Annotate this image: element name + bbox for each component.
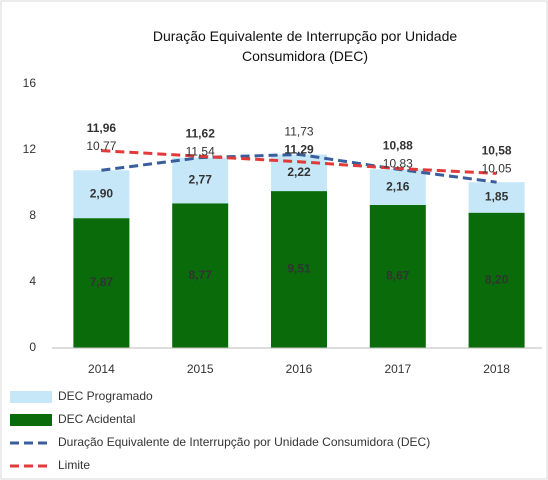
- data-label: 2,16: [386, 179, 410, 193]
- data-label: 8,67: [386, 269, 410, 283]
- bar-segment: [73, 218, 130, 348]
- legend-label: DEC Programado: [58, 389, 153, 403]
- bar-segment: [271, 191, 327, 348]
- data-label: 11,62: [186, 126, 216, 140]
- data-label: 10,83: [383, 157, 413, 171]
- data-label: 2,90: [90, 186, 114, 200]
- x-tick-label: 2014: [88, 362, 115, 376]
- legend-swatch: [10, 414, 52, 426]
- data-label: 11,96: [87, 121, 117, 135]
- data-label: 9,51: [287, 262, 311, 276]
- y-tick-label: 4: [29, 274, 36, 288]
- x-tick-label: 2018: [483, 362, 510, 376]
- data-label: 7,87: [90, 275, 114, 289]
- data-label: 1,85: [485, 190, 509, 204]
- legend-swatch: [10, 391, 52, 403]
- chart-title: Duração Equivalente de Interrupção por U…: [152, 28, 458, 64]
- x-tick-label: 2015: [187, 362, 214, 376]
- legend-label: Duração Equivalente de Interrupção por U…: [58, 435, 430, 449]
- y-tick-label: 12: [23, 142, 37, 156]
- data-label: 11,54: [186, 144, 215, 158]
- y-tick-label: 16: [23, 76, 37, 90]
- data-label: 11,73: [284, 125, 313, 139]
- bar-segment: [369, 204, 426, 348]
- data-label: 11,29: [284, 143, 314, 157]
- data-label: 10,88: [383, 139, 413, 153]
- bar-segment: [369, 169, 426, 205]
- data-label: 10,05: [482, 162, 512, 176]
- bar-segment: [172, 203, 229, 348]
- bar-segment: [73, 170, 130, 219]
- x-tick-label: 2017: [384, 362, 411, 376]
- bar-segment: [468, 212, 525, 348]
- x-tick-label: 2016: [286, 362, 313, 376]
- bar-segment: [468, 182, 525, 213]
- data-label: 8,20: [485, 273, 509, 287]
- data-label: 2,77: [189, 173, 213, 187]
- data-label: 2,22: [287, 165, 311, 179]
- y-tick-label: 8: [29, 208, 36, 222]
- bar-segment: [172, 157, 229, 204]
- data-label: 8,77: [189, 268, 213, 282]
- line: [101, 152, 497, 184]
- legend-label: DEC Acidental: [58, 412, 135, 426]
- legend-label: Limite: [58, 458, 90, 472]
- line: [101, 149, 497, 175]
- y-tick-label: 0: [29, 340, 36, 354]
- data-label: 10,58: [482, 144, 512, 158]
- data-label: 10,77: [86, 139, 116, 153]
